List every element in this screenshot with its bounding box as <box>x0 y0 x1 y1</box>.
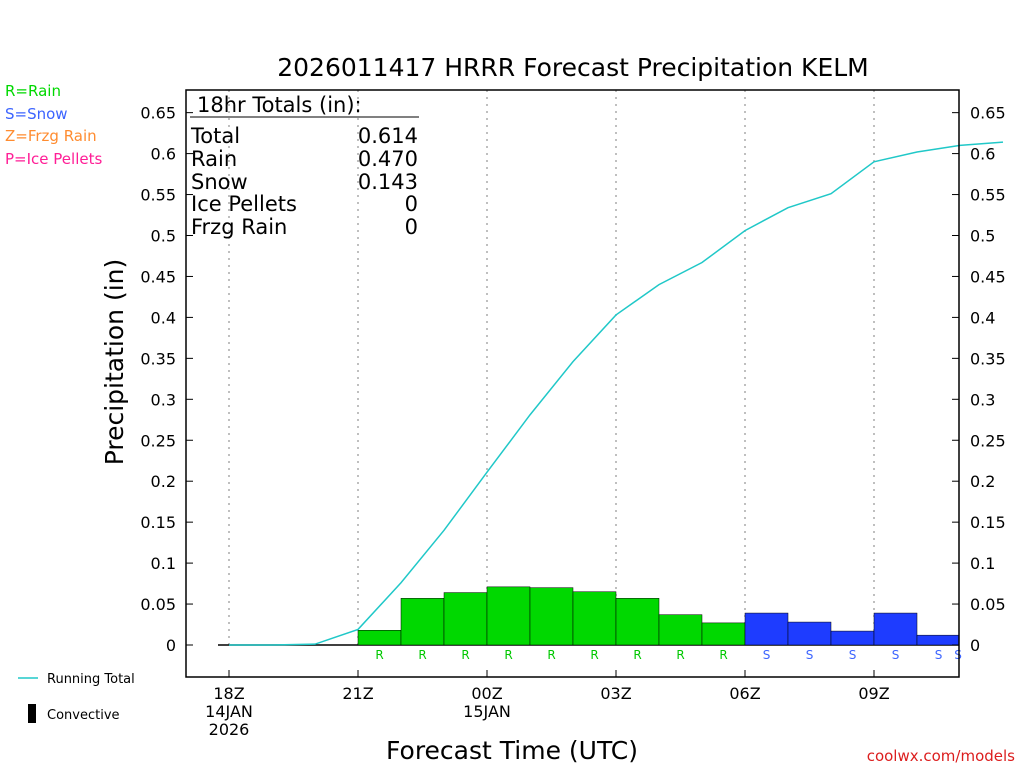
precip-bar <box>873 612 918 646</box>
ptype-label: R <box>590 648 598 662</box>
x-tick-label: 14JAN <box>205 702 253 721</box>
totals-total-label: Total <box>190 124 240 148</box>
precip-bar <box>400 598 445 646</box>
legend-ice-pellets: P=Ice Pellets <box>5 150 102 168</box>
y-tick-label-right: 0.25 <box>970 431 1006 450</box>
y-tick-label-right: 0.1 <box>970 554 995 573</box>
precip-bar <box>787 621 832 646</box>
y-tick-label-right: 0.65 <box>970 104 1006 123</box>
credit-text: coolwx.com/models <box>867 747 1015 765</box>
x-tick-label: 18Z <box>213 684 244 703</box>
y-tick-label-left: 0.5 <box>151 227 176 246</box>
x-tick-label: 00Z <box>471 684 502 703</box>
totals-frzg-rain-label: Frzg Rain <box>191 215 287 239</box>
axis-ticks: 0 00.05 0.050.1 0.10.15 0.150.2 0.20.25 0.250.… <box>140 104 1005 739</box>
legend-frzg-rain: Z=Frzg Rain <box>5 127 97 145</box>
ptype-label: R <box>418 648 426 662</box>
y-tick-label-left: 0.45 <box>140 267 176 286</box>
y-tick-label-left: 0.65 <box>140 104 176 123</box>
totals-rain-label: Rain <box>191 147 237 171</box>
y-tick-label-right: 0.55 <box>970 186 1006 205</box>
chart-title: 2026011417 HRRR Forecast Precipitation K… <box>277 53 869 82</box>
ptype-label: S <box>954 648 962 662</box>
y-tick-label-right: 0.45 <box>970 267 1006 286</box>
precip-bar <box>486 586 531 646</box>
y-tick-label-left: 0.05 <box>140 595 176 614</box>
y-tick-label-right: 0 <box>970 636 980 655</box>
plot-frame <box>185 89 960 678</box>
convective-legend-label: Convective <box>47 708 120 723</box>
precip-bar <box>830 630 875 646</box>
ptype-label: S <box>935 648 943 662</box>
grid-lines <box>218 90 959 646</box>
totals-ice-pellets-label: Ice Pellets <box>191 192 297 216</box>
legend-rain: R=Rain <box>5 82 61 100</box>
ptype-label: R <box>461 648 469 662</box>
totals-ice-pellets-value: 0 <box>405 192 418 216</box>
y-axis-label: Precipitation (in) <box>100 259 129 466</box>
y-tick-label-left: 0.3 <box>151 390 176 409</box>
ptype-label: S <box>892 648 900 662</box>
hourly-bars <box>357 586 960 646</box>
precip-bar <box>529 587 574 646</box>
running-total-legend-label: Running Total <box>47 672 135 687</box>
y-tick-label-left: 0.35 <box>140 349 176 368</box>
y-tick-label-left: 0 <box>166 636 176 655</box>
x-tick-label: 09Z <box>858 684 889 703</box>
precip-bar <box>916 634 960 646</box>
y-tick-label-right: 0.6 <box>970 145 995 164</box>
legend-snow: S=Snow <box>5 105 68 123</box>
y-tick-label-right: 0.5 <box>970 227 995 246</box>
y-tick-label-right: 0.05 <box>970 595 1006 614</box>
y-tick-label-right: 0.4 <box>970 308 995 327</box>
ptype-label: R <box>547 648 555 662</box>
precip-bar <box>357 630 402 646</box>
y-tick-label-left: 0.4 <box>151 308 176 327</box>
y-tick-label-right: 0.3 <box>970 390 995 409</box>
precip-bar <box>443 592 488 646</box>
ptype-label: R <box>375 648 383 662</box>
ptype-label: S <box>806 648 814 662</box>
ptype-label: R <box>676 648 684 662</box>
y-tick-label-right: 0.15 <box>970 513 1006 532</box>
convective-legend-swatch <box>28 704 36 723</box>
totals-box: 18hr Totals (in): Total 0.614 Rain 0.470… <box>190 93 419 239</box>
y-tick-label-right: 0.35 <box>970 349 1006 368</box>
y-tick-label-left: 0.2 <box>151 472 176 491</box>
ptype-label: S <box>763 648 771 662</box>
y-tick-label-left: 0.1 <box>151 554 176 573</box>
ptype-label: R <box>504 648 512 662</box>
x-tick-label: 15JAN <box>463 702 511 721</box>
y-tick-label-left: 0.55 <box>140 186 176 205</box>
totals-snow-label: Snow <box>191 170 248 194</box>
precip-bar <box>744 612 789 646</box>
totals-header: 18hr Totals (in): <box>197 93 362 117</box>
precip-bar <box>701 622 746 646</box>
precip-bar <box>615 598 660 646</box>
running-total-line <box>229 141 1004 646</box>
y-tick-label-left: 0.6 <box>151 145 176 164</box>
ptype-label: S <box>849 648 857 662</box>
totals-frzg-rain-value: 0 <box>405 215 418 239</box>
running-total-polyline <box>229 141 1004 646</box>
totals-rain-value: 0.470 <box>358 147 418 171</box>
totals-total-value: 0.614 <box>358 124 418 148</box>
precip-bar <box>658 614 703 646</box>
precip-bar <box>572 591 617 646</box>
y-tick-label-left: 0.15 <box>140 513 176 532</box>
x-axis-label: Forecast Time (UTC) <box>386 736 638 765</box>
y-tick-label-right: 0.2 <box>970 472 995 491</box>
y-tick-label-left: 0.25 <box>140 431 176 450</box>
ptype-label: R <box>719 648 727 662</box>
x-tick-label: 06Z <box>729 684 760 703</box>
x-tick-label: 2026 <box>209 720 250 739</box>
ptype-label: R <box>633 648 641 662</box>
x-tick-label: 21Z <box>342 684 373 703</box>
totals-snow-value: 0.143 <box>358 170 418 194</box>
x-tick-label: 03Z <box>600 684 631 703</box>
